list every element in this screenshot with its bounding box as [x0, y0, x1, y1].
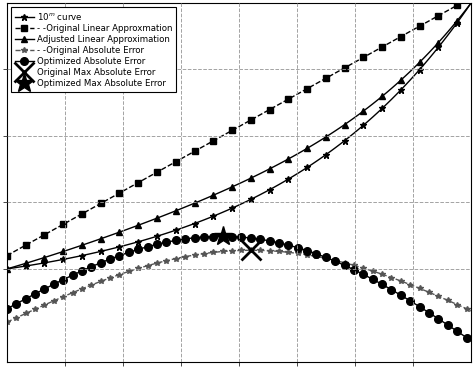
10$^m$ curve [431, 51, 437, 55]
Optimized Absolute Error [93, 262, 99, 267]
Optimized Absolute Error [436, 317, 441, 321]
Optimized Absolute Error [450, 326, 456, 330]
- -Original Absolute Error [112, 274, 118, 279]
- -Original Linear Approxmation [4, 254, 10, 258]
10$^m$ curve [281, 180, 286, 184]
Adjusted Linear Approximation [243, 178, 249, 183]
- -Original Absolute Error [436, 294, 441, 299]
Optimized Absolute Error [112, 255, 118, 259]
- -Original Absolute Error [468, 309, 474, 313]
- -Original Absolute Error [4, 320, 10, 324]
Adjusted Linear Approximation [4, 267, 10, 271]
- -Original Linear Approxmation [112, 193, 118, 198]
- -Original Absolute Error [450, 300, 456, 305]
- -Original Linear Approxmation [431, 16, 437, 21]
- -Original Absolute Error [93, 281, 99, 285]
Legend: 10$^m$ curve, - -Original Linear Approxmation, Adjusted Linear Approximation, - : 10$^m$ curve, - -Original Linear Approxm… [11, 7, 176, 92]
Line: - -Original Linear Approxmation: - -Original Linear Approxmation [4, 0, 474, 258]
Line: Optimized Absolute Error: Optimized Absolute Error [3, 232, 474, 345]
10$^m$ curve [93, 250, 99, 255]
Optimized Absolute Error [248, 236, 254, 240]
Optimized Absolute Error [285, 243, 291, 247]
Adjusted Linear Approximation [281, 159, 286, 164]
10$^m$ curve [112, 246, 118, 250]
10$^m$ curve [243, 199, 249, 204]
- -Original Linear Approxmation [445, 8, 451, 13]
Adjusted Linear Approximation [445, 30, 451, 34]
Adjusted Linear Approximation [468, 1, 474, 5]
Adjusted Linear Approximation [431, 45, 437, 50]
Optimized Absolute Error [220, 234, 226, 239]
Adjusted Linear Approximation [112, 232, 118, 236]
Adjusted Linear Approximation [93, 238, 99, 243]
Line: Adjusted Linear Approximation: Adjusted Linear Approximation [3, 0, 474, 272]
10$^m$ curve [4, 267, 10, 271]
Optimized Absolute Error [468, 338, 474, 343]
- -Original Absolute Error [243, 248, 249, 252]
10$^m$ curve [445, 33, 451, 38]
- -Original Linear Approxmation [243, 120, 249, 125]
Line: 10$^m$ curve: 10$^m$ curve [4, 0, 474, 272]
10$^m$ curve [468, 1, 474, 5]
- -Original Linear Approxmation [281, 100, 286, 104]
Optimized Absolute Error [4, 307, 10, 311]
- -Original Linear Approxmation [93, 204, 99, 208]
- -Original Absolute Error [285, 250, 291, 255]
Line: - -Original Absolute Error: - -Original Absolute Error [4, 248, 474, 325]
- -Original Absolute Error [248, 248, 254, 252]
